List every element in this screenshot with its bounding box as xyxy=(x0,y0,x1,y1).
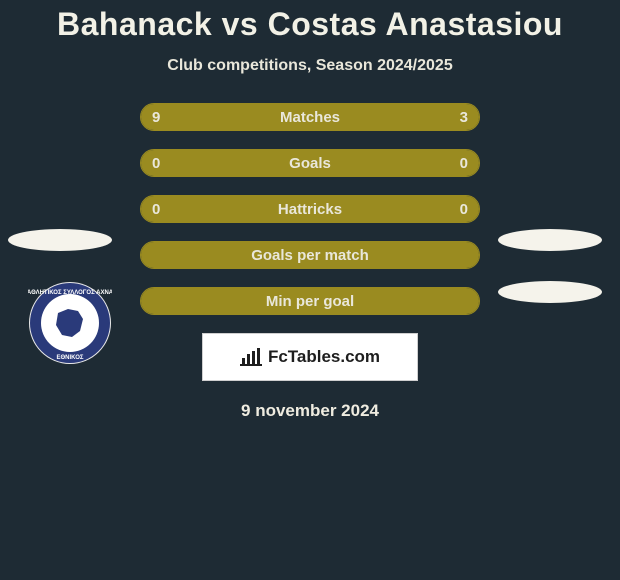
svg-text:ΕΘΝΙΚΟΣ: ΕΘΝΙΚΟΣ xyxy=(57,355,84,361)
stat-label: Goals per match xyxy=(140,241,480,269)
stat-row: 00Goals xyxy=(140,149,480,177)
player-photo-placeholder xyxy=(498,281,602,303)
chart-area: ΑΘΛΗΤΙΚΟΣ ΣΥΛΛΟΓΟΣ ΑΧΝΑ ΕΘΝΙΚΟΣ 93Matche… xyxy=(0,103,620,421)
player-photo-placeholder xyxy=(498,229,602,251)
brand-label: FcTables.com xyxy=(240,347,380,367)
stat-row: 93Matches xyxy=(140,103,480,131)
page-title: Bahanack vs Costas Anastasiou xyxy=(0,0,620,43)
stat-row: Goals per match xyxy=(140,241,480,269)
brand-text: FcTables.com xyxy=(268,347,380,367)
stat-label: Matches xyxy=(140,103,480,131)
date-label: 9 november 2024 xyxy=(0,401,620,421)
svg-text:ΑΘΛΗΤΙΚΟΣ ΣΥΛΛΟΓΟΣ ΑΧΝΑ: ΑΘΛΗΤΙΚΟΣ ΣΥΛΛΟΓΟΣ ΑΧΝΑ xyxy=(28,290,112,296)
stat-label: Goals xyxy=(140,149,480,177)
brand-box[interactable]: FcTables.com xyxy=(202,333,418,381)
club-crest-left: ΑΘΛΗΤΙΚΟΣ ΣΥΛΛΟΓΟΣ ΑΧΝΑ ΕΘΝΙΚΟΣ xyxy=(28,281,112,365)
bar-chart-icon xyxy=(240,348,262,366)
subtitle: Club competitions, Season 2024/2025 xyxy=(0,57,620,75)
player-photo-placeholder xyxy=(8,229,112,251)
stat-label: Min per goal xyxy=(140,287,480,315)
stat-row: 00Hattricks xyxy=(140,195,480,223)
stat-label: Hattricks xyxy=(140,195,480,223)
stat-row: Min per goal xyxy=(140,287,480,315)
